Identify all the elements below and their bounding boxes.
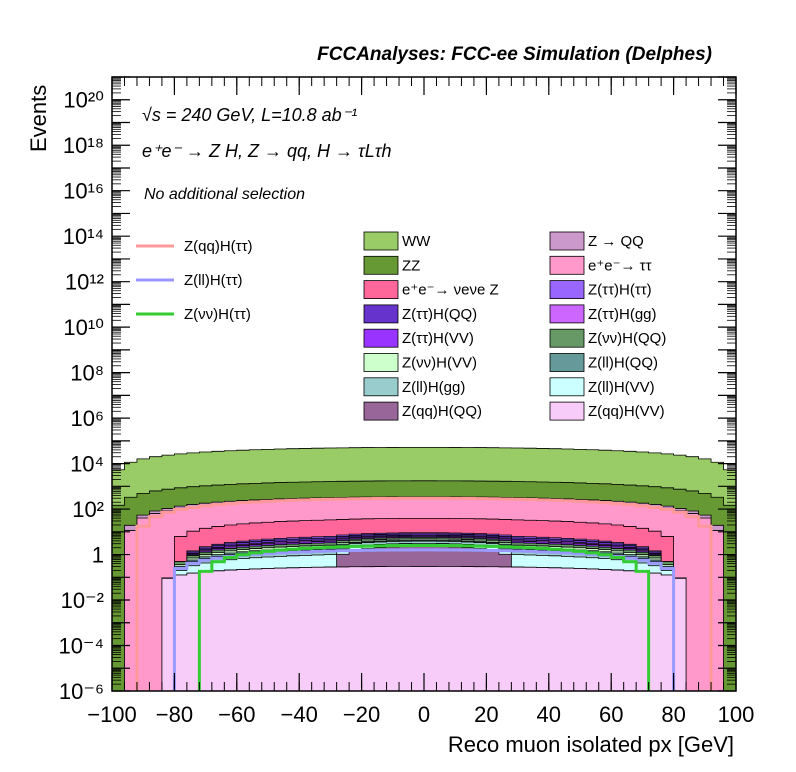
x-tick-label: 60 xyxy=(599,702,623,727)
legend-label: Z(νν)H(QQ) xyxy=(588,330,666,347)
x-tick-label: 80 xyxy=(661,702,685,727)
y-tick-label: 10⁻² xyxy=(61,588,104,613)
legend-label: Z(ττ)H(VV) xyxy=(402,330,474,347)
legend-label: Z(ll)H(VV) xyxy=(588,379,655,396)
energy-luminosity-annotation: √s = 240 GeV, L=10.8 ab⁻¹ xyxy=(142,105,357,125)
legend-fill-swatch xyxy=(363,255,399,275)
legend-fill-swatch xyxy=(549,280,585,300)
legend-fill-swatch xyxy=(549,255,585,275)
signal-z-h- xyxy=(197,544,651,691)
legend-label: Z(qq)H(VV) xyxy=(588,403,665,420)
legend: Z(qq)H(ττ) Z(ll)H(ττ) Z(νν)H(ττ) WW ZZ e⁺e⁻→ … xyxy=(136,231,666,421)
legend-fill-swatch xyxy=(549,353,585,372)
legend-fill-swatch xyxy=(363,304,399,324)
x-tick-label: −60 xyxy=(218,702,255,727)
y-tick-label: 10⁴ xyxy=(70,452,104,477)
y-axis-ticks: 10⁻⁶ 10⁻⁴ 10⁻² 1 10² 10⁴ 10⁶ 10⁸ 10¹⁰ 10¹² 10¹⁴ 10¹… xyxy=(58,76,736,704)
y-tick-label: 10⁻⁶ xyxy=(59,679,104,704)
chart-title: FCCAnalyses: FCC-ee Simulation (Delphes) xyxy=(317,44,712,65)
legend-label: e⁺e⁻→ ττ xyxy=(588,257,652,274)
legend-label: Z(ll)H(QQ) xyxy=(588,355,658,372)
legend-label: WW xyxy=(402,233,431,250)
legend-label: ZZ xyxy=(402,257,420,274)
legend-fill-swatch xyxy=(549,377,585,397)
legend-fill-swatch xyxy=(549,304,585,324)
x-tick-label: 0 xyxy=(418,702,430,727)
x-axis-ticks: −100 −80 −60 −40 −20 0 20 40 60 80 100 xyxy=(87,77,754,727)
y-tick-label: 10¹⁸ xyxy=(63,133,104,158)
legend-label: Z(νν)H(ττ) xyxy=(184,306,251,323)
y-tick-label: 10¹² xyxy=(65,270,104,295)
legend-fill-swatch xyxy=(363,231,399,251)
y-tick-label: 10⁸ xyxy=(70,361,104,386)
y-tick-label: 10¹⁰ xyxy=(63,315,104,340)
x-tick-label: −80 xyxy=(156,702,193,727)
legend-fill-swatch xyxy=(363,353,399,372)
legend-label: Z(ll)H(gg) xyxy=(402,379,465,396)
y-tick-label: 1 xyxy=(92,543,104,568)
legend-fill-swatch xyxy=(549,401,585,421)
legend-fill-swatch xyxy=(549,231,585,251)
legend-label: Z(ll)H(ττ) xyxy=(184,272,243,289)
x-axis-label: Reco muon isolated px [GeV] xyxy=(448,732,734,757)
x-tick-label: 40 xyxy=(537,702,561,727)
legend-label: Z → QQ xyxy=(588,233,644,250)
y-tick-label: 10⁶ xyxy=(70,406,104,431)
y-tick-label: 10¹⁴ xyxy=(63,224,104,249)
legend-label: Z(ττ)H(ττ) xyxy=(588,282,652,299)
y-tick-label: 10²⁰ xyxy=(63,88,104,113)
legend-fill-swatch xyxy=(363,401,399,421)
legend-fill-swatch xyxy=(549,328,585,348)
legend-fill-swatch xyxy=(363,328,399,348)
x-tick-label: 20 xyxy=(474,702,498,727)
y-tick-label: 10⁻⁴ xyxy=(58,634,104,659)
signal-z-qq-h- xyxy=(135,496,713,691)
y-axis-label: Events xyxy=(26,85,51,152)
x-tick-label: −100 xyxy=(87,702,137,727)
y-tick-label: 10² xyxy=(72,497,104,522)
stack-z-qq-h-vv- xyxy=(161,566,687,691)
stacked-histograms xyxy=(112,446,736,691)
legend-label: Z(qq)H(ττ) xyxy=(184,238,253,255)
y-tick-label: 10¹⁶ xyxy=(63,179,104,204)
signal-lines xyxy=(135,496,713,691)
legend-fill-swatch xyxy=(363,377,399,397)
x-tick-label: 100 xyxy=(718,702,755,727)
legend-label: e⁺e⁻→ νeνe Z xyxy=(402,282,499,299)
legend-label: Z(qq)H(QQ) xyxy=(402,403,482,420)
selection-annotation: No additional selection xyxy=(144,186,305,203)
legend-label: Z(ττ)H(QQ) xyxy=(402,306,477,323)
legend-label: Z(νν)H(VV) xyxy=(402,355,477,372)
x-tick-label: −40 xyxy=(281,702,318,727)
process-annotation: e⁺e⁻ → Z H, Z → qq, H → τLτh xyxy=(142,141,392,161)
legend-fill-swatch xyxy=(363,280,399,300)
x-tick-label: −20 xyxy=(343,702,380,727)
legend-label: Z(ττ)H(gg) xyxy=(588,306,657,323)
